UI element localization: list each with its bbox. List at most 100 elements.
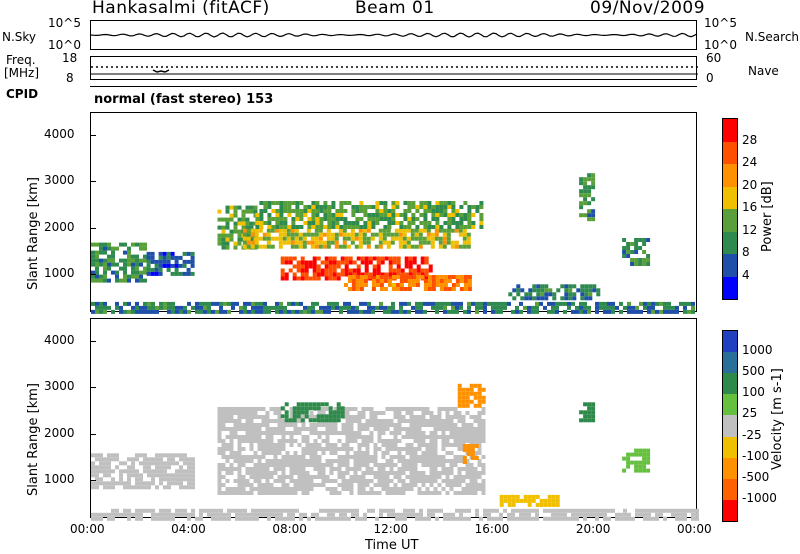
velocity-cell	[241, 455, 246, 459]
power-cell	[439, 279, 444, 283]
power-ytick	[90, 135, 96, 137]
velocity-cell	[163, 516, 167, 521]
power-cell	[422, 236, 427, 241]
power-colorbar-tick: 28	[742, 132, 758, 147]
power-cell	[603, 305, 607, 310]
power-cell	[127, 278, 131, 283]
velocity-cell	[679, 508, 683, 513]
velocity-cell	[603, 516, 607, 521]
velocity-cell	[313, 463, 318, 467]
power-cell	[454, 240, 459, 245]
power-cell	[319, 209, 324, 213]
power-colorbar-tick: 12	[742, 222, 758, 237]
velocity-cell	[385, 487, 390, 491]
velocity-cell	[419, 516, 423, 521]
power-cell	[587, 201, 592, 206]
velocity-cell	[405, 419, 410, 423]
power-cell	[467, 275, 472, 279]
power-cell	[471, 301, 475, 306]
velocity-cell	[229, 491, 234, 495]
velocity-cell	[457, 483, 462, 487]
time-tick-label: 16:00	[474, 522, 510, 536]
power-cell	[615, 305, 619, 310]
velocity-cell	[309, 423, 314, 427]
velocity-cell	[179, 473, 183, 478]
velocity-cell	[171, 477, 175, 482]
power-cell	[403, 213, 408, 217]
velocity-cell	[425, 463, 430, 467]
velocity-cell	[207, 508, 211, 513]
power-cell	[332, 276, 337, 281]
power-cell	[423, 205, 428, 209]
power-cell	[295, 209, 300, 213]
velocity-cell	[357, 443, 362, 447]
velocity-cell	[253, 431, 258, 435]
power-cell	[424, 256, 429, 261]
power-cell	[580, 292, 585, 297]
velocity-cell	[293, 463, 298, 467]
power-cell	[398, 232, 403, 237]
power-cell	[259, 217, 264, 221]
velocity-cell	[417, 455, 422, 459]
velocity-cell	[651, 508, 655, 513]
power-cell	[679, 301, 683, 306]
power-cell	[559, 301, 563, 306]
power-cell	[267, 221, 272, 225]
power-cell	[91, 254, 95, 259]
power-cell	[467, 213, 472, 217]
power-cell	[443, 309, 447, 314]
velocity-cell	[91, 481, 95, 486]
power-cell	[363, 209, 368, 213]
velocity-cell	[579, 512, 583, 517]
freq-tick-top: 18	[62, 51, 78, 65]
velocity-cell	[183, 461, 187, 466]
power-cell	[520, 288, 525, 293]
power-cell	[584, 296, 589, 301]
power-cell	[247, 309, 251, 314]
velocity-cell	[433, 427, 438, 431]
power-ytick	[90, 227, 96, 229]
velocity-cell	[167, 477, 171, 482]
power-cell	[455, 305, 459, 310]
power-cell	[575, 309, 579, 314]
velocity-cell	[235, 516, 239, 521]
velocity-cell	[324, 414, 329, 419]
power-cell	[378, 232, 383, 237]
power-cell	[290, 232, 295, 237]
velocity-cell	[403, 508, 407, 513]
power-cell	[190, 251, 195, 256]
velocity-cell	[551, 502, 556, 507]
power-cell	[363, 283, 368, 287]
power-cell	[243, 305, 247, 310]
power-cell	[151, 301, 155, 306]
velocity-cell	[187, 473, 191, 478]
power-cell	[587, 209, 592, 214]
power-cell	[150, 271, 155, 276]
power-cell	[263, 205, 268, 209]
velocity-cell	[369, 423, 374, 427]
velocity-cell	[175, 469, 179, 474]
power-cell	[647, 305, 651, 310]
velocity-cell	[441, 471, 446, 475]
velocity-cell	[638, 452, 643, 457]
power-cell	[395, 287, 400, 291]
power-cell	[139, 242, 143, 247]
power-cell	[245, 233, 250, 238]
power-cell	[564, 292, 569, 297]
power-cell	[103, 301, 107, 306]
velocity-cell	[217, 439, 222, 443]
power-cell	[430, 240, 435, 245]
velocity-cell	[445, 423, 450, 427]
velocity-cell	[466, 444, 471, 448]
velocity-cell	[465, 423, 470, 427]
velocity-cell	[261, 483, 266, 487]
power-cell	[328, 264, 333, 269]
velocity-cell	[305, 479, 310, 483]
power-cell	[431, 217, 436, 221]
power-cell	[471, 205, 476, 209]
velocity-cell	[421, 455, 426, 459]
power-cell	[119, 266, 123, 271]
velocity-cell	[321, 447, 326, 451]
velocity-cell	[287, 512, 291, 517]
velocity-cell	[507, 502, 512, 507]
